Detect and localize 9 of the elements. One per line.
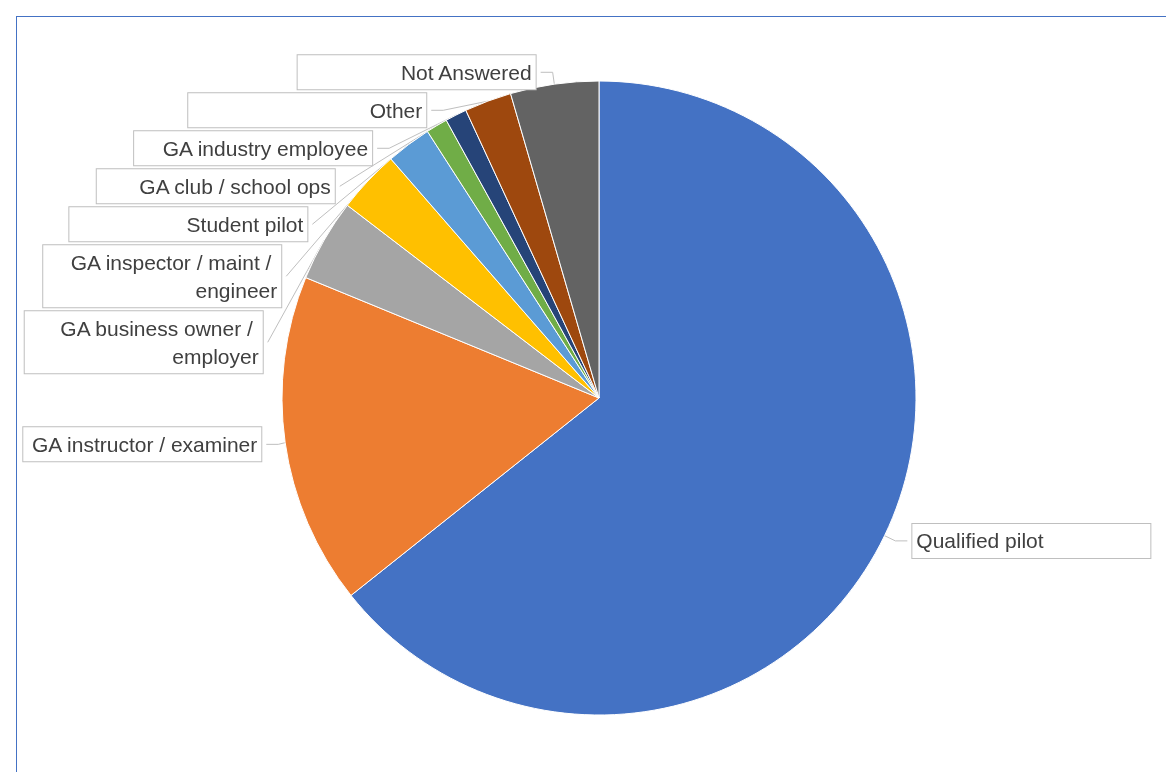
slice-label: GA club / school ops bbox=[139, 174, 331, 198]
slice-label: GA instructor / examiner bbox=[32, 432, 258, 456]
slice-label: GA inspector / maint / engineer bbox=[70, 250, 278, 302]
slice-label: Not Answered bbox=[400, 60, 532, 84]
slice-label: Other bbox=[369, 98, 423, 122]
slice-label: Qualified pilot bbox=[916, 529, 1044, 553]
slice-label: GA industry employee bbox=[162, 136, 369, 160]
slice-label: Student pilot bbox=[186, 212, 304, 236]
slice-label: GA business owner / employer bbox=[60, 316, 259, 368]
